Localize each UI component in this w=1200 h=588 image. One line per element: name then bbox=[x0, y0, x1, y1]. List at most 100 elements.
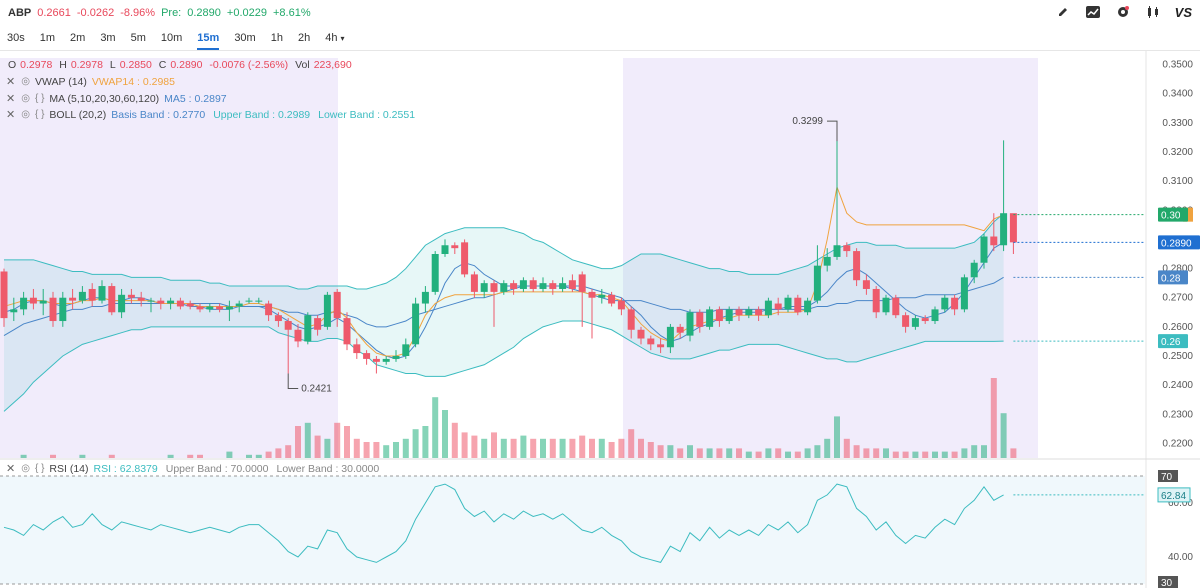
candle-body bbox=[323, 294, 331, 327]
candle-body bbox=[265, 303, 273, 316]
candle-body bbox=[666, 326, 674, 348]
candle-body bbox=[715, 309, 723, 322]
close-icon[interactable]: ✕ bbox=[6, 76, 16, 88]
tab-1m[interactable]: 1m bbox=[39, 32, 56, 44]
eye-icon[interactable]: ◎ bbox=[21, 93, 30, 104]
close-icon[interactable]: ✕ bbox=[6, 109, 16, 121]
candle-body bbox=[617, 300, 625, 310]
volume-value: 223,690 bbox=[313, 59, 352, 71]
price-tick-label: 0.2300 bbox=[1162, 409, 1193, 420]
volume-bar bbox=[696, 448, 703, 458]
volume-bar bbox=[559, 438, 566, 458]
price-tick-label: 0.2200 bbox=[1162, 438, 1193, 449]
candle-body bbox=[294, 329, 302, 342]
candle-body bbox=[490, 283, 498, 292]
candle-body bbox=[970, 262, 978, 278]
vwap-name: VWAP (14) bbox=[34, 75, 87, 88]
boll-lower-line bbox=[3, 320, 1004, 412]
volume-bar bbox=[500, 438, 507, 458]
candle-body bbox=[608, 294, 616, 304]
volume-bar bbox=[922, 451, 929, 458]
candles-icon[interactable] bbox=[1145, 4, 1161, 20]
volume-bar bbox=[275, 448, 282, 458]
tab-15m[interactable]: 15m bbox=[197, 28, 220, 50]
tab-5m[interactable]: 5m bbox=[130, 32, 146, 44]
braces-icon[interactable]: { } bbox=[34, 93, 45, 104]
candle-body bbox=[1000, 213, 1008, 246]
candle-body bbox=[510, 283, 518, 289]
candle-body bbox=[892, 297, 900, 316]
volume-bar bbox=[941, 451, 948, 458]
rsi-legend: ✕ ◎ { } RSI (14) RSI : 62.8379 Upper Ban… bbox=[6, 462, 379, 476]
tab-3m[interactable]: 3m bbox=[100, 32, 116, 44]
price-tick-label: 0.3300 bbox=[1162, 118, 1193, 129]
candle-body bbox=[549, 283, 557, 289]
volume-bar bbox=[432, 397, 439, 458]
volume-bar bbox=[843, 438, 850, 458]
tab-10m[interactable]: 10m bbox=[160, 32, 183, 44]
volume-bar bbox=[726, 448, 733, 458]
tab-30m[interactable]: 30m bbox=[234, 32, 256, 44]
volume-bar bbox=[520, 435, 527, 458]
candle-body bbox=[853, 251, 861, 281]
eye-icon[interactable]: ◎ bbox=[21, 109, 30, 120]
last-price-tag-label: 0.2890 bbox=[1161, 238, 1192, 249]
candle-body bbox=[823, 256, 831, 266]
candle-body bbox=[764, 300, 772, 316]
candle-body bbox=[431, 254, 439, 292]
braces-icon[interactable]: { } bbox=[34, 463, 45, 474]
tab-4h-label: 4h bbox=[325, 32, 338, 44]
eye-icon[interactable]: ◎ bbox=[21, 463, 30, 474]
volume-bar bbox=[785, 451, 791, 458]
volume-bar bbox=[755, 451, 762, 458]
volume-bar bbox=[353, 438, 360, 458]
volume-bar bbox=[1000, 413, 1007, 458]
candle-body bbox=[225, 306, 233, 310]
candle-body bbox=[412, 303, 420, 345]
tab-4h[interactable]: 4h ▾ bbox=[325, 28, 344, 48]
chart-icon[interactable] bbox=[1085, 4, 1101, 20]
candle-body bbox=[451, 245, 459, 249]
candle-body bbox=[372, 358, 380, 362]
candle-body bbox=[911, 318, 919, 327]
candle-body bbox=[559, 283, 567, 289]
volume-bar bbox=[187, 454, 194, 458]
high-label: H bbox=[59, 59, 67, 71]
volume-bar bbox=[834, 416, 840, 458]
tab-1h[interactable]: 1h bbox=[270, 32, 283, 44]
pencil-icon[interactable] bbox=[1055, 4, 1071, 20]
volume-bar bbox=[285, 445, 292, 458]
rsi-tick-label: 40.00 bbox=[1168, 552, 1193, 563]
volume-bar bbox=[383, 445, 390, 458]
candle-body bbox=[921, 318, 929, 322]
volume-bar bbox=[902, 451, 909, 458]
premarket-change-pct: +8.61% bbox=[272, 7, 311, 19]
candle-body bbox=[118, 294, 126, 313]
candle-body bbox=[284, 321, 292, 330]
tab-2m[interactable]: 2m bbox=[70, 32, 86, 44]
braces-icon[interactable]: { } bbox=[34, 109, 45, 120]
volume-bar bbox=[814, 445, 821, 458]
tab-30s[interactable]: 30s bbox=[7, 32, 25, 44]
candle-body bbox=[461, 242, 469, 275]
eye-icon[interactable]: ◎ bbox=[21, 76, 30, 87]
tab-2h[interactable]: 2h bbox=[297, 32, 311, 44]
candle-body bbox=[470, 274, 478, 292]
volume-bar bbox=[226, 451, 233, 458]
volume-bar bbox=[961, 448, 968, 458]
close-icon[interactable]: ✕ bbox=[6, 93, 16, 105]
volume-bar bbox=[246, 454, 252, 458]
volume-bar bbox=[79, 454, 86, 458]
candle-body bbox=[774, 303, 782, 310]
candle-body bbox=[147, 300, 155, 302]
volume-bar bbox=[824, 438, 831, 458]
rsi-tick-label: 30 bbox=[1161, 578, 1173, 588]
volume-bar bbox=[1010, 448, 1017, 458]
candle-body bbox=[500, 283, 508, 292]
timeframe-tabs: 30s 1m 2m 3m 5m 10m 15m 30m 1h 2h 4h ▾ bbox=[0, 28, 353, 50]
close-icon[interactable]: ✕ bbox=[6, 463, 16, 475]
chevron-down-icon: ▾ bbox=[340, 34, 345, 43]
settings-icon[interactable] bbox=[1115, 4, 1131, 20]
rsi-upper: Upper Band : 70.0000 bbox=[165, 462, 269, 475]
